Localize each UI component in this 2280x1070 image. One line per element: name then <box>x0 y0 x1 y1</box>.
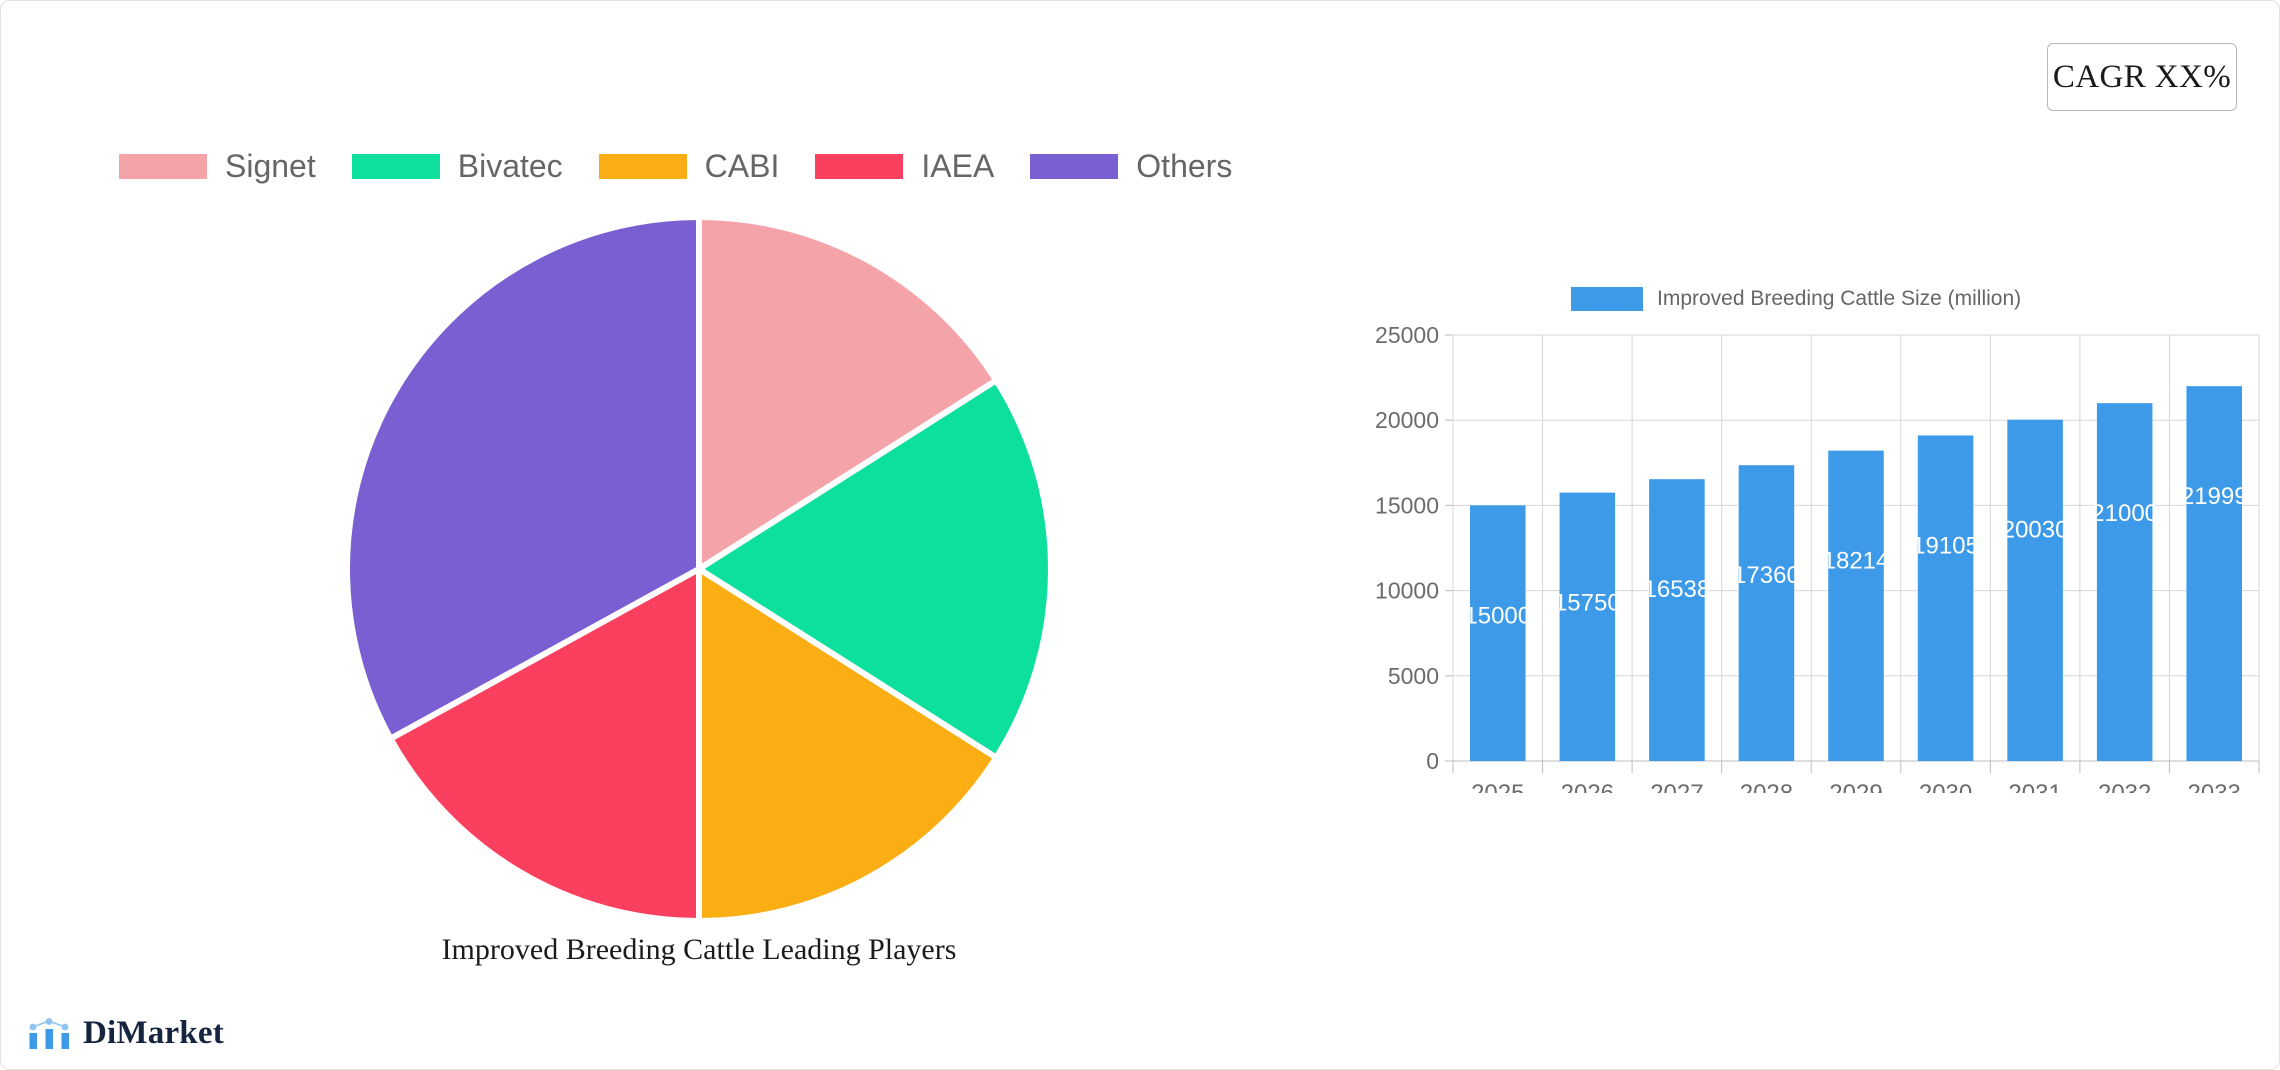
pie-legend-item-signet[interactable]: Signet <box>119 148 316 185</box>
y-axis-label: 15000 <box>1375 492 1439 518</box>
bar-chart-logo-icon <box>29 1018 69 1049</box>
y-axis-label: 20000 <box>1375 407 1439 433</box>
x-axis-category-label: 2025 <box>1471 780 1524 793</box>
bar-2028[interactable] <box>1738 465 1795 761</box>
bar-chart: Improved Breeding Cattle Size (million) … <box>1361 287 2261 797</box>
pie-legend-swatch-others <box>1030 154 1119 179</box>
bar-value-label: 15000 <box>1464 602 1531 629</box>
bar-value-label: 18214 <box>1823 548 1890 575</box>
pie-chart-svg <box>346 216 1052 922</box>
x-axis-category-label: 2026 <box>1561 780 1614 793</box>
pie-legend-swatch-bivatec <box>351 154 440 179</box>
bar-2029[interactable] <box>1828 450 1884 761</box>
brand-logo: DiMarket <box>27 1017 224 1050</box>
bar-value-label: 16538 <box>1644 576 1711 603</box>
pie-slice-iaea[interactable] <box>387 566 702 922</box>
pie-legend-item-bivatec[interactable]: Bivatec <box>351 148 563 185</box>
x-axis-category-label: 2033 <box>2188 780 2241 793</box>
bar-value-label: 21000 <box>2091 500 2158 527</box>
pie-legend-label: Signet <box>225 148 316 184</box>
pie-legend: Signet Bivatec CABI IAEA Others <box>119 148 1268 185</box>
bar-value-label: 20030 <box>2002 517 2069 544</box>
pie-chart-title: Improved Breeding Cattle Leading Players <box>441 933 957 966</box>
bar-chart-legend: Improved Breeding Cattle Size (million) <box>1571 287 2021 311</box>
x-axis-category-label: 2027 <box>1650 780 1703 793</box>
y-axis-label: 5000 <box>1388 663 1439 689</box>
pie-legend-item-cabi[interactable]: CABI <box>598 148 780 185</box>
x-axis-category-label: 2031 <box>2008 780 2061 793</box>
pie-chart <box>346 216 1052 922</box>
pie-legend-label: Bivatec <box>457 148 563 184</box>
bar-2025[interactable] <box>1470 505 1526 761</box>
pie-legend-swatch-iaea <box>815 154 904 179</box>
bar-value-label: 15750 <box>1554 590 1621 617</box>
pie-slice-bivatec[interactable] <box>696 377 1052 761</box>
pie-slice-cabi[interactable] <box>696 566 1000 922</box>
pie-legend-item-iaea[interactable]: IAEA <box>815 148 994 185</box>
x-axis-category-label: 2032 <box>2098 780 2151 793</box>
pie-legend-label: Others <box>1136 148 1233 184</box>
bar-value-label: 21999 <box>2181 483 2248 510</box>
bar-legend-swatch <box>1571 287 1643 311</box>
pie-slice-signet[interactable] <box>696 216 1000 572</box>
brand-name: DiMarket <box>83 1015 224 1051</box>
pie-slice-others[interactable] <box>346 216 702 742</box>
bar-legend-label: Improved Breeding Cattle Size (million) <box>1657 287 2022 310</box>
bar-2026[interactable] <box>1559 492 1616 761</box>
cagr-badge-label: CAGR XX% <box>2052 58 2232 95</box>
bar-2033[interactable] <box>2186 386 2242 761</box>
bar-2030[interactable] <box>1917 435 1974 761</box>
x-axis-category-label: 2030 <box>1919 780 1972 793</box>
bar-2031[interactable] <box>2007 419 2063 761</box>
pie-legend-label: IAEA <box>921 148 995 184</box>
pie-legend-swatch-signet <box>119 154 207 179</box>
y-axis-label: 25000 <box>1375 322 1439 348</box>
pie-legend-item-others[interactable]: Others <box>1030 148 1232 185</box>
bar-chart-svg: 0 5000 10000 15000 20000 25000 15000 2025 15750 2… <box>1375 322 2260 793</box>
bar-value-label: 17360 <box>1733 562 1800 589</box>
pie-legend-swatch-cabi <box>598 154 687 179</box>
bar-value-label: 19105 <box>1912 532 1979 559</box>
bar-2027[interactable] <box>1649 479 1705 761</box>
bar-2032[interactable] <box>2096 403 2153 761</box>
y-axis-label: 0 <box>1426 748 1439 774</box>
pie-legend-label: CABI <box>704 148 780 184</box>
y-axis-label: 10000 <box>1375 578 1439 604</box>
x-axis-category-label: 2029 <box>1829 780 1882 793</box>
cagr-badge: CAGR XX% <box>2047 43 2237 111</box>
x-axis-category-label: 2028 <box>1740 780 1793 793</box>
